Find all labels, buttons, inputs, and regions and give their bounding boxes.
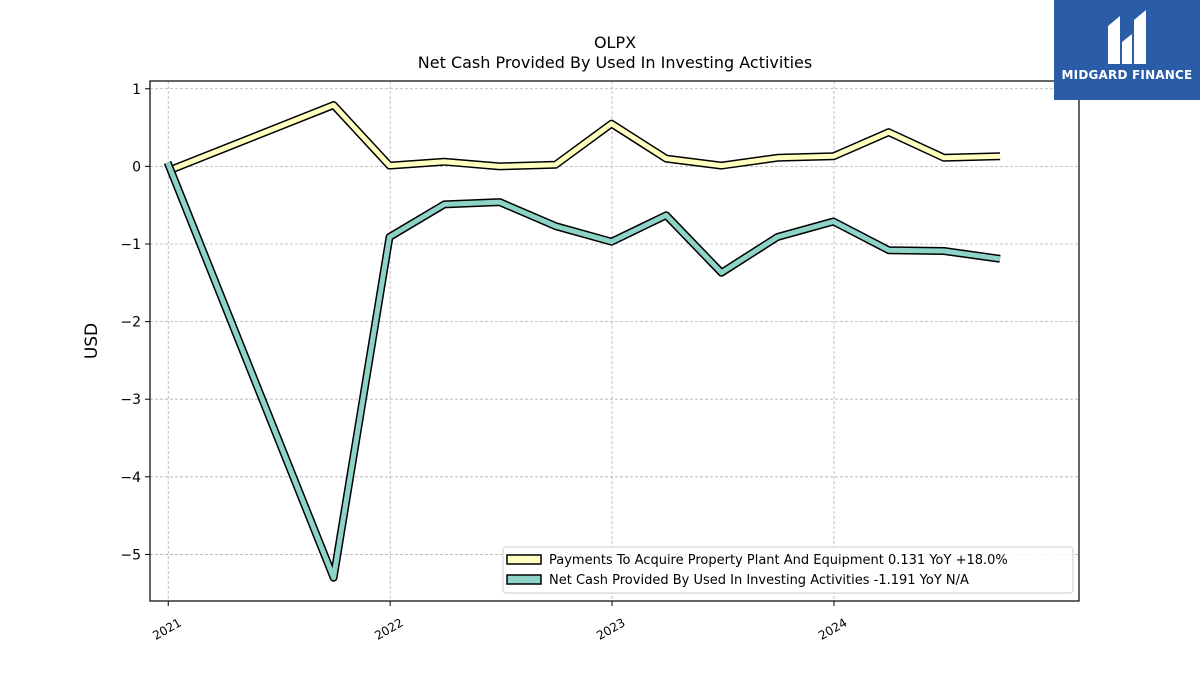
- logo-mark-icon: [1108, 10, 1146, 64]
- legend: Payments To Acquire Property Plant And E…: [502, 546, 1074, 594]
- x-tick-label: 2024: [816, 615, 849, 642]
- data-series: [163, 101, 1003, 582]
- data-point: [664, 156, 669, 161]
- data-point: [442, 159, 447, 164]
- data-point: [719, 270, 724, 275]
- brand-logo: MIDGARD FINANCE: [1054, 0, 1200, 100]
- data-point: [165, 160, 170, 165]
- series-line: [166, 102, 1001, 174]
- plot-area-frame: [149, 80, 1080, 602]
- data-point: [387, 235, 392, 240]
- y-tick-label: 0: [132, 159, 141, 175]
- data-point: [942, 155, 947, 160]
- chart-title: OLPX: [594, 33, 636, 52]
- data-point: [831, 154, 836, 159]
- data-point: [331, 575, 336, 580]
- series-outline: [163, 161, 1001, 582]
- data-point: [387, 163, 392, 168]
- y-tick-label: −1: [120, 237, 141, 253]
- data-point: [886, 130, 891, 135]
- data-point: [553, 162, 558, 167]
- y-tick-label: −4: [120, 470, 141, 486]
- y-tick-label: −5: [120, 547, 141, 563]
- legend-label: Net Cash Provided By Used In Investing A…: [549, 573, 969, 588]
- data-point: [775, 155, 780, 160]
- y-tick-label: −2: [120, 315, 141, 331]
- data-point: [775, 235, 780, 240]
- brand-name: MIDGARD FINANCE: [1061, 68, 1193, 82]
- series-line: [165, 161, 1001, 581]
- legend-swatch: [506, 554, 542, 565]
- data-point: [553, 224, 558, 229]
- data-point: [719, 163, 724, 168]
- y-axis-label: USD: [82, 323, 102, 359]
- data-point: [942, 249, 947, 254]
- data-point: [886, 248, 891, 253]
- y-tick-label: 1: [132, 82, 141, 98]
- chart-subtitle: Net Cash Provided By Used In Investing A…: [418, 53, 812, 72]
- data-point: [998, 256, 1003, 261]
- data-point: [331, 103, 336, 108]
- data-point: [609, 121, 614, 126]
- data-point: [609, 239, 614, 244]
- x-tick-label: 2023: [594, 615, 627, 642]
- x-tick-label: 2021: [150, 615, 183, 642]
- data-point: [664, 213, 669, 218]
- data-point: [497, 200, 502, 205]
- data-point: [831, 219, 836, 224]
- data-point: [442, 202, 447, 207]
- x-tick-label: 2022: [372, 615, 405, 642]
- legend-box: [502, 546, 1074, 594]
- legend-label: Payments To Acquire Property Plant And E…: [549, 553, 1008, 568]
- y-tick-label: −3: [120, 392, 141, 408]
- legend-swatch: [506, 574, 542, 585]
- data-point: [998, 154, 1003, 159]
- data-point: [497, 164, 502, 169]
